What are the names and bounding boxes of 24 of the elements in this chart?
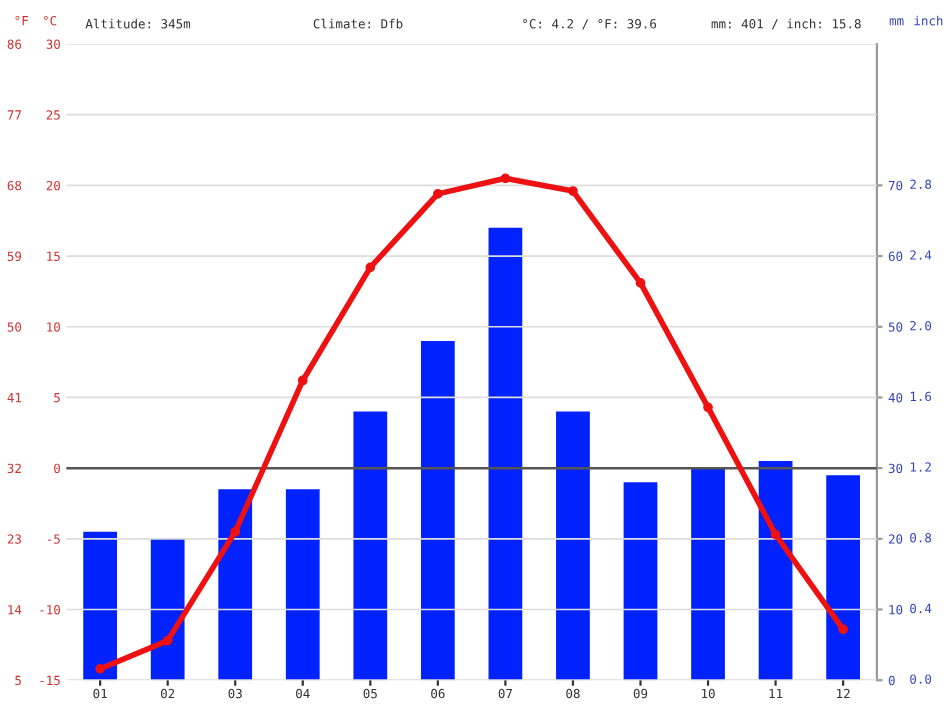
- bar: [218, 489, 253, 681]
- point: [500, 173, 511, 184]
- bar: [556, 411, 590, 681]
- point: [162, 635, 173, 646]
- point: [635, 278, 646, 288]
- point: [568, 186, 578, 196]
- point: [770, 529, 781, 540]
- bar: [285, 489, 320, 681]
- bar: [826, 475, 861, 681]
- bar: [691, 468, 725, 681]
- point: [703, 402, 713, 413]
- point: [433, 189, 443, 199]
- point: [297, 375, 308, 386]
- point: [365, 262, 376, 273]
- bar: [353, 411, 388, 681]
- bar: [150, 538, 185, 681]
- bar: [623, 482, 658, 681]
- bar: [83, 531, 118, 681]
- point: [838, 624, 848, 635]
- bar: [420, 340, 455, 681]
- point: [95, 664, 105, 674]
- bar: [758, 461, 793, 681]
- point: [230, 526, 241, 537]
- bar: [488, 227, 523, 681]
